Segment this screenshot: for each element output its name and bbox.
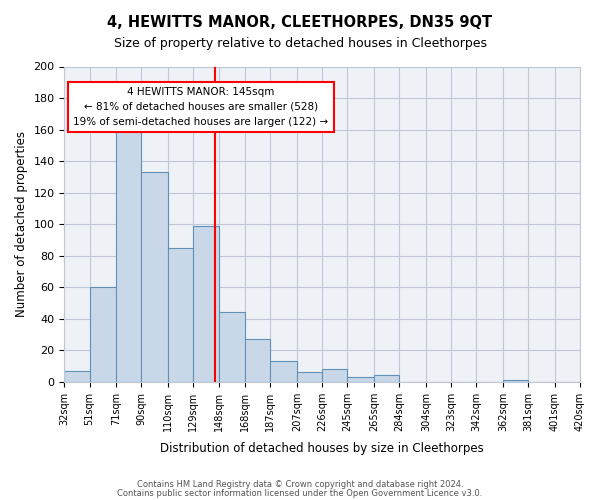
Bar bbox=[64, 371, 89, 382]
Bar bbox=[193, 226, 218, 382]
Text: Contains HM Land Registry data © Crown copyright and database right 2024.: Contains HM Land Registry data © Crown c… bbox=[137, 480, 463, 489]
Bar bbox=[116, 122, 142, 382]
Bar bbox=[142, 172, 168, 382]
Bar bbox=[322, 369, 347, 382]
Bar bbox=[245, 339, 271, 382]
Bar bbox=[297, 372, 322, 382]
Text: 4 HEWITTS MANOR: 145sqm
← 81% of detached houses are smaller (528)
19% of semi-d: 4 HEWITTS MANOR: 145sqm ← 81% of detache… bbox=[73, 87, 329, 126]
Y-axis label: Number of detached properties: Number of detached properties bbox=[15, 131, 28, 317]
Bar bbox=[89, 287, 116, 382]
X-axis label: Distribution of detached houses by size in Cleethorpes: Distribution of detached houses by size … bbox=[160, 442, 484, 455]
Text: Size of property relative to detached houses in Cleethorpes: Size of property relative to detached ho… bbox=[113, 38, 487, 51]
Bar bbox=[271, 362, 297, 382]
Bar bbox=[347, 377, 374, 382]
Bar bbox=[374, 376, 399, 382]
Bar bbox=[218, 312, 245, 382]
Text: 4, HEWITTS MANOR, CLEETHORPES, DN35 9QT: 4, HEWITTS MANOR, CLEETHORPES, DN35 9QT bbox=[107, 15, 493, 30]
Bar bbox=[503, 380, 528, 382]
Text: Contains public sector information licensed under the Open Government Licence v3: Contains public sector information licen… bbox=[118, 489, 482, 498]
Bar bbox=[168, 248, 193, 382]
